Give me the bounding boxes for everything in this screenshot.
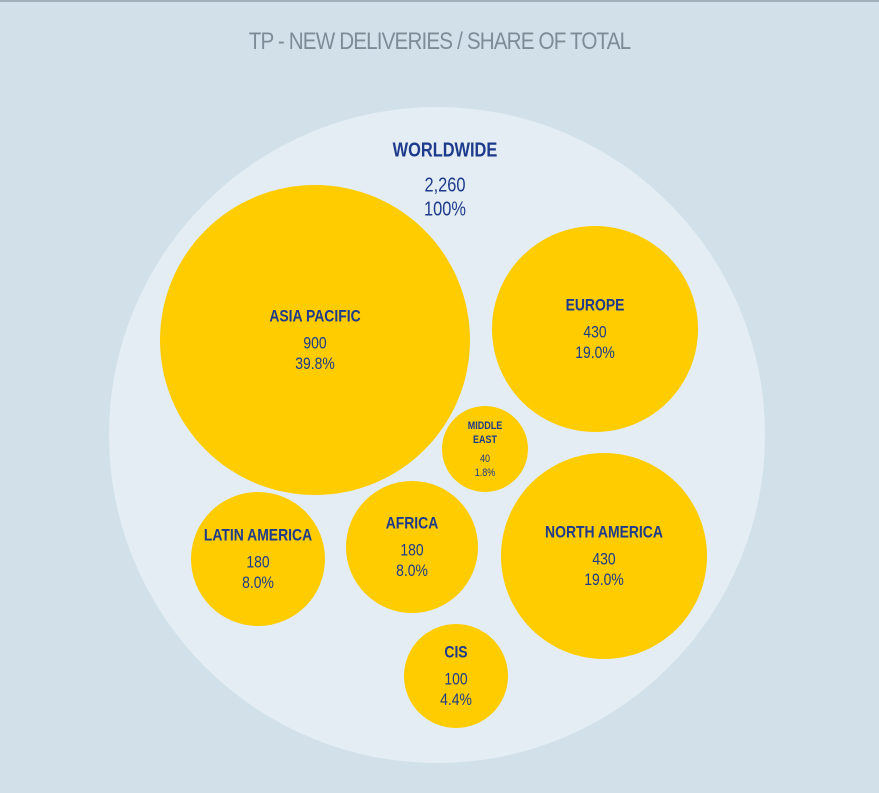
bubble-share-label-middle-east: 1.8% xyxy=(475,467,496,479)
bubble-name-label-middle-east: MIDDLE xyxy=(468,420,503,432)
bubble-name-label-north-america: NORTH AMERICA xyxy=(545,523,663,542)
bubble-share-label-north-america: 19.0% xyxy=(584,571,624,590)
bubble-middle-east xyxy=(442,406,528,492)
bubble-value-label-europe: 430 xyxy=(583,323,607,342)
bubble-value-label-north-america: 430 xyxy=(592,550,616,569)
bubble-share-label-asia-pacific: 39.8% xyxy=(295,355,335,374)
bubble-latin-america xyxy=(191,492,325,626)
bubble-name-label-europe: EUROPE xyxy=(566,296,625,315)
worldwide-share-label: 100% xyxy=(424,197,466,220)
bubble-name-label-middle-east: EAST xyxy=(473,434,498,446)
bubble-value-label-africa: 180 xyxy=(400,541,424,560)
bubble-share-label-africa: 8.0% xyxy=(396,562,428,581)
bubble-value-label-latin-america: 180 xyxy=(246,553,270,572)
bubble-share-label-europe: 19.0% xyxy=(575,344,615,363)
bubble-name-label-africa: AFRICA xyxy=(386,514,439,533)
bubble-europe xyxy=(492,226,698,432)
bubble-north-america xyxy=(501,453,707,659)
bubble-value-label-asia-pacific: 900 xyxy=(303,334,327,353)
bubble-value-label-cis: 100 xyxy=(444,670,468,689)
bubble-name-label-latin-america: LATIN AMERICA xyxy=(204,526,312,545)
bubble-share-label-latin-america: 8.0% xyxy=(242,574,274,593)
bubble-asia-pacific xyxy=(160,185,470,495)
bubble-africa xyxy=(346,481,478,613)
bubble-name-label-asia-pacific: ASIA PACIFIC xyxy=(269,307,360,326)
bubble-value-label-middle-east: 40 xyxy=(480,453,490,465)
worldwide-value-label: 2,260 xyxy=(425,173,466,196)
bubble-name-label-cis: CIS xyxy=(444,643,467,662)
bubble-cis xyxy=(404,624,508,728)
worldwide-name-label: WORLDWIDE xyxy=(393,138,498,161)
bubble-share-label-cis: 4.4% xyxy=(440,691,472,710)
chart-title: TP - NEW DELIVERIES / SHARE OF TOTAL xyxy=(248,28,631,55)
